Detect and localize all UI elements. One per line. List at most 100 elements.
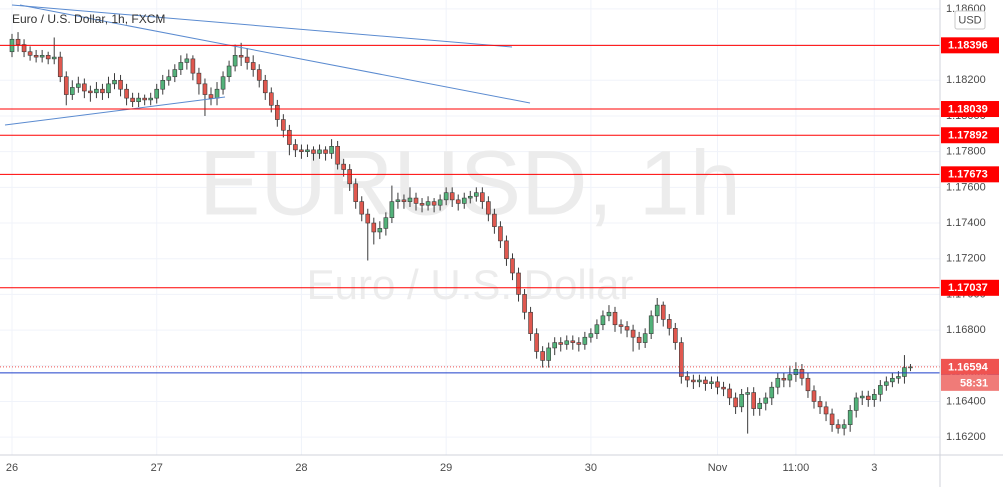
candle-body <box>618 324 624 327</box>
x-tick-label: 27 <box>151 462 163 474</box>
candle-body <box>474 192 479 197</box>
grid <box>0 0 940 455</box>
candle-body <box>196 72 202 85</box>
candle-body <box>564 340 570 345</box>
candle-body <box>859 395 865 399</box>
candle-body <box>884 381 889 386</box>
candle-body <box>600 315 606 326</box>
candle-body <box>178 62 184 70</box>
x-tick-label: 3 <box>871 462 877 474</box>
candle-body <box>829 413 835 425</box>
candle-body <box>21 44 27 53</box>
candle-body <box>184 58 190 63</box>
candle-body <box>323 149 328 154</box>
candle-body <box>214 88 220 99</box>
candle-body <box>281 119 286 131</box>
candle-body <box>256 69 262 81</box>
candle-body <box>841 424 847 429</box>
y-tick-label: 1.16200 <box>946 431 986 443</box>
candle-body <box>311 149 316 154</box>
candle-body <box>172 69 178 78</box>
candle-body <box>546 347 551 361</box>
y-tick-label: 1.17600 <box>946 181 986 193</box>
watermark-subtitle: Euro / U.S. Dollar <box>307 261 634 308</box>
candle-body <box>136 97 141 103</box>
candle-body <box>612 311 618 326</box>
candle-body <box>467 195 473 199</box>
candle-body <box>118 79 123 90</box>
candle-body <box>27 51 33 56</box>
currency-box <box>954 10 986 30</box>
candle-body <box>648 315 654 334</box>
candle-body <box>835 424 841 429</box>
candle-body <box>606 311 612 317</box>
candle-body <box>287 129 292 145</box>
currency: USD <box>958 14 981 26</box>
candle-body <box>15 38 21 45</box>
candle-body <box>865 395 871 400</box>
candle-body <box>389 201 395 218</box>
candle-body <box>787 374 793 381</box>
level-tag <box>941 37 999 54</box>
candle-body <box>721 386 726 390</box>
level-tag <box>941 166 999 183</box>
candle-body <box>709 381 714 384</box>
candle-body <box>672 328 678 343</box>
candle-body <box>437 199 443 206</box>
candle-body <box>359 201 365 215</box>
candle-body <box>847 410 853 425</box>
candle-body <box>100 88 105 94</box>
candle-body <box>305 149 310 152</box>
candle-body <box>570 340 576 343</box>
candle-body <box>443 192 449 201</box>
candle-body <box>510 258 515 274</box>
candle-body <box>82 83 87 92</box>
overlays <box>0 44 940 374</box>
candle-body <box>449 192 455 201</box>
candle-body <box>492 213 497 227</box>
candle-body <box>70 87 75 95</box>
candle-body <box>238 55 244 58</box>
candle-body <box>757 402 763 409</box>
trend-line <box>19 4 531 104</box>
candle-body <box>329 146 334 154</box>
candle-body <box>588 333 594 338</box>
candle-body <box>878 385 883 395</box>
candle-body <box>697 379 702 383</box>
candle-body <box>220 76 226 90</box>
candle-body <box>419 203 425 206</box>
candle-body <box>413 197 419 204</box>
countdown: 58:31 <box>960 377 988 389</box>
candle-body <box>244 56 250 63</box>
candle-body <box>335 146 340 165</box>
candle-body <box>299 149 304 152</box>
candle-body <box>51 56 57 60</box>
y-tick-label: 1.17800 <box>946 146 986 158</box>
candle-body <box>455 199 461 204</box>
candle-body <box>341 163 346 170</box>
candle-body <box>558 342 564 345</box>
level-label: 1.17673 <box>948 169 988 181</box>
candle-body <box>142 97 147 101</box>
candle-body <box>377 228 383 233</box>
candle-body <box>504 240 509 260</box>
candle-body <box>516 272 521 295</box>
level-label: 1.18396 <box>948 40 988 52</box>
candle-body <box>353 183 359 202</box>
y-tick-label: 1.17400 <box>946 217 986 229</box>
candle-body <box>63 76 69 95</box>
candle-body <box>33 55 39 58</box>
candle-body <box>733 397 738 408</box>
candle-body <box>275 104 280 120</box>
candle-body <box>45 55 51 60</box>
candles <box>9 32 913 436</box>
candle-body <box>540 351 545 361</box>
candle-body <box>395 199 401 202</box>
candle-body <box>679 342 684 377</box>
candle-body <box>666 319 672 329</box>
current-price-tag <box>941 358 999 375</box>
axis-labels: 1.162001.164001.166001.168001.170001.172… <box>6 3 999 474</box>
candle-body <box>94 88 99 94</box>
